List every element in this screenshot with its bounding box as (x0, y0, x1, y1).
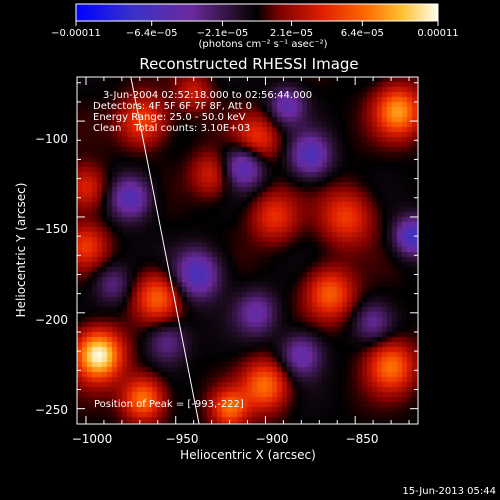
colorbar (75, 3, 439, 22)
colorbar-tick-label: 0.00011 (417, 28, 458, 39)
x-tick-label: −900 (256, 432, 289, 446)
solar-limb-line (130, 77, 200, 424)
y-axis-label: Heliocentric Y (arcsec) (14, 183, 28, 318)
y-tick-label: −150 (35, 222, 68, 236)
colorbar-ticks (75, 21, 439, 26)
annotation-detectors: Detectors: 4F 5F 6F 7F 8F, Att 0 (93, 101, 252, 112)
generation-date: 15-Jun-2013 05:44 (402, 486, 496, 497)
colorbar-tick-labels: −0.00011 −6.4e−05 −2.1e−05 2.1e−05 6.4e−05 0.… (51, 28, 459, 39)
colorbar-tick-label: −0.00011 (51, 28, 101, 39)
x-axis-label: Heliocentric X (arcsec) (180, 448, 316, 462)
plot-area (76, 76, 419, 425)
annotation-clean-counts: Clean Total counts: 3.10E+03 (93, 123, 250, 134)
axis-ticks (77, 77, 418, 424)
x-tick-label: −850 (346, 432, 379, 446)
colorbar-tick-label: −2.1e−05 (197, 28, 249, 39)
colorbar-units: (photons cm⁻² s⁻¹ asec⁻²) (198, 39, 327, 50)
colorbar-tick-label: −6.4e−05 (126, 28, 178, 39)
y-tick-label: −200 (35, 313, 68, 327)
colorbar-tick-label: 6.4e−05 (341, 28, 384, 39)
x-tick-label: −950 (166, 432, 199, 446)
x-tick-label: −1000 (72, 432, 113, 446)
peak-position-label: Position of Peak = [-993,-222] (94, 399, 244, 410)
colorbar-tick-label: 2.1e−05 (270, 28, 313, 39)
heatmap-image (77, 77, 418, 424)
annotation-time-range: 3-Jun-2004 02:52:18.000 to 02:56:44.000 (103, 90, 312, 101)
chart-title: Reconstructed RHESSI Image (139, 55, 358, 73)
annotation-energy-range: Energy Range: 25.0 - 50.0 keV (93, 112, 246, 123)
y-tick-label: −250 (35, 403, 68, 417)
y-tick-label: −100 (35, 132, 68, 146)
